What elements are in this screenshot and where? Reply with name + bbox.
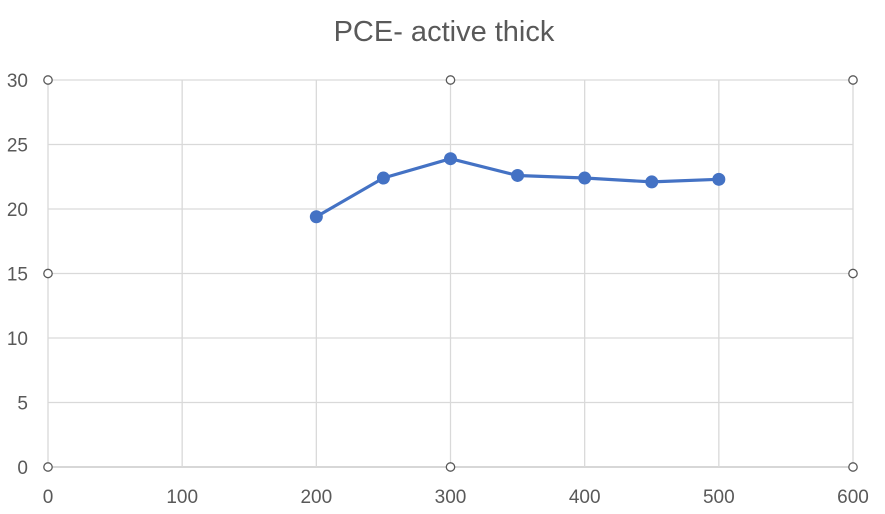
data-point[interactable] — [578, 171, 592, 185]
data-point[interactable] — [309, 210, 323, 224]
data-point[interactable] — [712, 172, 726, 186]
y-tick-label: 30 — [7, 71, 28, 92]
resize-handle[interactable] — [43, 268, 53, 279]
y-tick-label: 20 — [7, 200, 28, 221]
data-point[interactable] — [511, 168, 525, 182]
chart-title: PCE- active thick — [334, 16, 555, 48]
x-tick-label: 600 — [837, 487, 869, 508]
x-tick-label: 0 — [43, 487, 54, 508]
data-point[interactable] — [444, 152, 457, 166]
x-tick-label: 300 — [435, 487, 467, 508]
resize-handle[interactable] — [848, 268, 858, 279]
series-line[interactable] — [314, 157, 721, 219]
data-point[interactable] — [645, 175, 659, 189]
resize-handle[interactable] — [445, 75, 456, 85]
grid-layer — [47, 79, 854, 468]
resize-handle[interactable] — [43, 462, 53, 472]
x-tick-label: 100 — [166, 487, 198, 508]
resize-handle[interactable] — [445, 462, 456, 472]
x-tick-label: 400 — [569, 487, 601, 508]
resize-handle[interactable] — [848, 75, 858, 85]
resize-handle[interactable] — [848, 462, 858, 472]
y-tick-label: 10 — [7, 329, 28, 350]
x-tick-label: 200 — [300, 487, 332, 508]
y-tick-label: 25 — [7, 136, 28, 157]
x-tick-label: 500 — [703, 487, 735, 508]
y-tick-label: 0 — [17, 458, 28, 479]
y-tick-label: 15 — [7, 265, 28, 286]
series-layer[interactable] — [309, 152, 726, 224]
selection-handles[interactable] — [43, 75, 858, 472]
y-tick-label: 5 — [17, 394, 28, 415]
resize-handle[interactable] — [43, 75, 53, 85]
data-point[interactable] — [376, 171, 390, 185]
